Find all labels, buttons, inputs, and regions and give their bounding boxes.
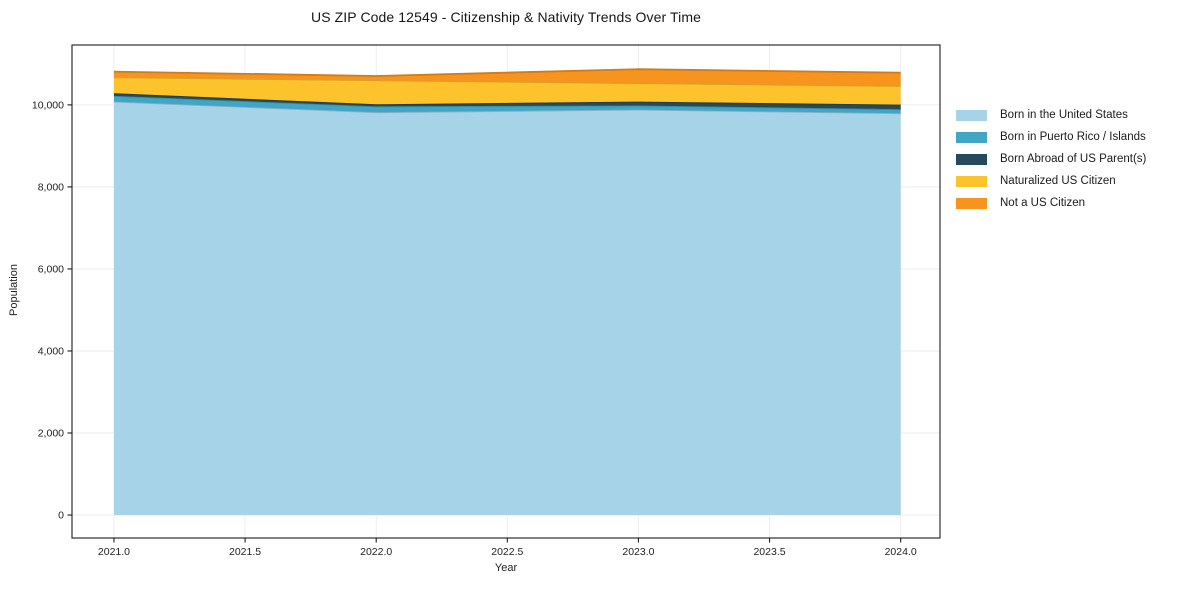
legend-swatch-icon <box>956 131 987 143</box>
area-series-0 <box>113 101 901 516</box>
y-tick-label: 2,000 <box>38 428 64 440</box>
area-series-4 <box>113 69 901 87</box>
legend-label: Born in Puerto Rico / Islands <box>1000 131 1146 143</box>
legend-swatch-icon <box>956 109 987 121</box>
legend-label: Naturalized US Citizen <box>1000 175 1116 187</box>
y-tick-label: 10,000 <box>32 99 64 111</box>
x-tick-label: 2021.0 <box>98 546 130 558</box>
y-tick-label: 0 <box>58 510 64 522</box>
y-tick-label: 8,000 <box>38 181 64 193</box>
area-series-2 <box>113 93 901 110</box>
x-tick-label: 2022.5 <box>491 546 523 558</box>
legend-item-0: Born in the United States <box>956 104 1146 126</box>
legend-item-2: Born Abroad of US Parent(s) <box>956 148 1146 170</box>
y-tick-label: 4,000 <box>38 345 64 357</box>
chart-title: US ZIP Code 12549 - Citizenship & Nativi… <box>310 9 702 25</box>
legend-item-4: Not a US Citizen <box>956 192 1146 214</box>
x-tick-label: 2023.5 <box>753 546 785 558</box>
legend-swatch-icon <box>956 175 987 187</box>
legend-label: Born Abroad of US Parent(s) <box>1000 153 1147 165</box>
area-series-4-edge <box>113 68 901 77</box>
legend-swatch-icon <box>956 197 987 209</box>
legend-swatch-icon <box>956 153 987 165</box>
x-tick-label: 2021.5 <box>229 546 261 558</box>
x-axis-title: Year <box>494 562 518 574</box>
y-axis-title: Population <box>8 264 20 316</box>
area-series-1 <box>113 95 901 114</box>
x-tick-label: 2023.0 <box>622 546 654 558</box>
axes-frame <box>71 44 941 539</box>
x-tick-label: 2022.0 <box>360 546 392 558</box>
y-tick-label: 6,000 <box>38 263 64 275</box>
legend: Born in the United States Born in Puerto … <box>956 104 1146 214</box>
legend-label: Not a US Citizen <box>1000 197 1086 209</box>
legend-item-1: Born in Puerto Rico / Islands <box>956 126 1146 148</box>
x-tick-label: 2024.0 <box>885 546 917 558</box>
legend-label: Born in the United States <box>1000 109 1128 121</box>
legend-item-3: Naturalized US Citizen <box>956 170 1146 192</box>
